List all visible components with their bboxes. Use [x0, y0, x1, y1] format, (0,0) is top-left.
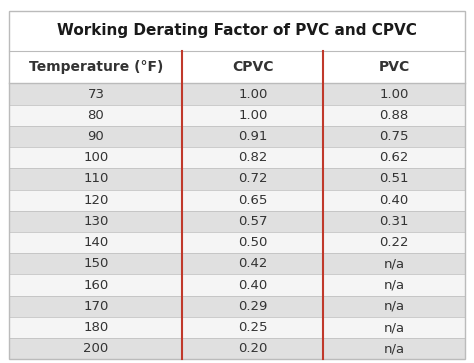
Bar	[9, 168, 465, 189]
Text: 200: 200	[83, 342, 109, 355]
Text: 80: 80	[88, 109, 104, 122]
Text: 0.40: 0.40	[238, 278, 267, 291]
Text: 0.50: 0.50	[238, 236, 268, 249]
Text: 0.82: 0.82	[238, 151, 268, 164]
Text: 0.91: 0.91	[238, 130, 268, 143]
Bar	[9, 253, 465, 274]
Text: 0.75: 0.75	[379, 130, 409, 143]
Text: 180: 180	[83, 321, 109, 334]
Bar	[9, 11, 465, 51]
Bar	[9, 105, 465, 126]
Bar	[9, 296, 465, 317]
Text: 0.25: 0.25	[238, 321, 268, 334]
Text: 0.65: 0.65	[238, 194, 268, 207]
Text: CPVC: CPVC	[232, 60, 273, 74]
Text: 90: 90	[88, 130, 104, 143]
Text: 0.40: 0.40	[379, 194, 409, 207]
Text: n/a: n/a	[383, 300, 404, 313]
Text: 0.42: 0.42	[238, 257, 268, 270]
Text: 0.22: 0.22	[379, 236, 409, 249]
Bar	[9, 147, 465, 168]
Text: Working Derating Factor of PVC and CPVC: Working Derating Factor of PVC and CPVC	[57, 23, 417, 38]
Text: 0.57: 0.57	[238, 215, 268, 228]
Text: 130: 130	[83, 215, 109, 228]
Text: n/a: n/a	[383, 257, 404, 270]
Bar	[9, 338, 465, 359]
Text: 0.88: 0.88	[379, 109, 409, 122]
Text: 120: 120	[83, 194, 109, 207]
Bar	[9, 211, 465, 232]
Bar	[9, 274, 465, 296]
Text: 0.51: 0.51	[379, 172, 409, 185]
Bar	[9, 189, 465, 211]
Text: 0.31: 0.31	[379, 215, 409, 228]
Text: 0.62: 0.62	[379, 151, 409, 164]
Text: 0.29: 0.29	[238, 300, 268, 313]
Bar	[9, 232, 465, 253]
Text: n/a: n/a	[383, 278, 404, 291]
Bar	[9, 126, 465, 147]
Text: PVC: PVC	[378, 60, 410, 74]
Text: 110: 110	[83, 172, 109, 185]
Text: 170: 170	[83, 300, 109, 313]
Bar	[9, 317, 465, 338]
Text: 0.72: 0.72	[238, 172, 268, 185]
Text: 0.20: 0.20	[238, 342, 268, 355]
Bar	[9, 51, 465, 83]
Text: 1.00: 1.00	[379, 87, 409, 101]
Text: 140: 140	[83, 236, 109, 249]
Bar	[9, 83, 465, 105]
Text: 73: 73	[87, 87, 104, 101]
Text: 1.00: 1.00	[238, 87, 268, 101]
Text: n/a: n/a	[383, 321, 404, 334]
Text: 100: 100	[83, 151, 109, 164]
Text: 150: 150	[83, 257, 109, 270]
Text: 1.00: 1.00	[238, 109, 268, 122]
Text: Temperature (°F): Temperature (°F)	[29, 60, 163, 74]
Text: 160: 160	[83, 278, 109, 291]
Text: n/a: n/a	[383, 342, 404, 355]
